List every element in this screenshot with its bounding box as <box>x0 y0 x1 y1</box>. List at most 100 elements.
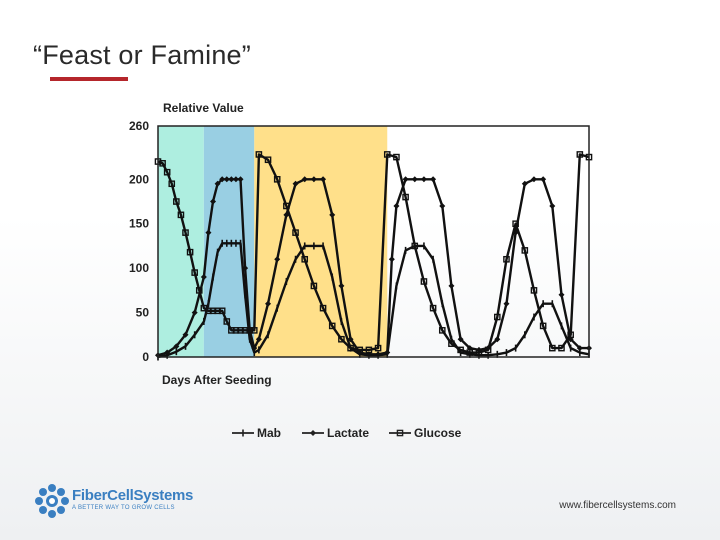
lactate-marker <box>214 180 221 187</box>
lactate-marker <box>558 291 565 298</box>
glucose-marker <box>475 349 483 356</box>
y-tick-label: 0 <box>142 350 149 364</box>
lactate-marker <box>274 256 281 263</box>
lactate-marker <box>338 282 345 289</box>
glucose-marker <box>503 255 510 263</box>
glucose-marker <box>365 346 373 354</box>
glucose-marker <box>530 287 538 294</box>
glucose-marker <box>186 248 194 256</box>
lactate-marker <box>200 274 207 281</box>
lactate-marker <box>219 176 226 183</box>
glucose-marker <box>393 153 400 161</box>
glucose-marker <box>319 304 327 312</box>
lactate-marker <box>228 176 235 183</box>
lactate-marker <box>310 430 316 436</box>
company-logo: FiberCellSystems A BETTER WAY TO GROW CE… <box>34 481 214 521</box>
glucose-marker <box>159 160 166 167</box>
plot-frame <box>157 125 590 358</box>
lactate-marker <box>265 300 272 307</box>
glucose-marker <box>576 151 584 158</box>
lactate-marker <box>393 202 400 209</box>
y-tick-label: 50 <box>136 306 150 320</box>
lactate-marker <box>347 336 354 343</box>
glucose-marker <box>411 242 419 250</box>
glucose-marker <box>255 151 263 158</box>
title-underline <box>50 77 128 81</box>
legend-item-glucose: Glucose <box>389 426 462 440</box>
glucose-marker <box>549 344 556 352</box>
glucose-marker <box>567 331 574 339</box>
legend: Mab Lactate Glucose <box>232 426 462 440</box>
glucose-marker <box>512 220 519 228</box>
glucose-marker <box>292 229 299 236</box>
lactate-marker <box>503 300 510 307</box>
lactate-marker <box>521 180 528 187</box>
glucose-marker <box>250 327 258 334</box>
glucose-marker <box>168 180 176 188</box>
glucose-marker <box>493 313 501 321</box>
lactate-marker <box>292 180 299 187</box>
glucose-marker <box>484 346 492 354</box>
y-tick-label: 150 <box>129 217 149 231</box>
glucose-marker <box>420 278 428 285</box>
lactate-marker <box>430 176 437 183</box>
lactate-marker <box>411 176 418 183</box>
lactate-marker <box>205 229 212 236</box>
lactate-marker <box>388 256 395 263</box>
lactate-marker <box>191 309 198 316</box>
lactate-marker <box>223 176 230 183</box>
glucose-marker <box>182 229 189 236</box>
glucose-marker <box>356 346 364 354</box>
lactate-marker <box>420 176 427 183</box>
glucose-marker <box>310 282 318 290</box>
glucose-marker <box>328 322 336 330</box>
lactate-marker <box>384 349 391 356</box>
lactate-marker <box>251 345 258 352</box>
y-axis-ticks: 0 50 100 150 200 260 <box>129 119 149 364</box>
glucose-marker <box>383 151 391 158</box>
glucose-marker <box>218 307 226 315</box>
lactate-marker <box>232 176 239 183</box>
lactate-marker <box>375 351 382 358</box>
legend-label-mab: Mab <box>257 426 281 440</box>
lactate-marker <box>301 176 308 183</box>
lactate-marker <box>237 176 244 183</box>
lactate-marker <box>329 211 336 218</box>
glucose-marker <box>438 327 446 334</box>
phase-bands <box>158 126 388 357</box>
glucose-marker <box>521 247 529 254</box>
phase-band-3 <box>254 126 388 357</box>
lactate-marker <box>576 345 583 352</box>
logo-name: FiberCellSystems <box>72 487 194 504</box>
lactate-marker <box>530 176 537 183</box>
y-tick-label: 260 <box>129 119 149 133</box>
glucose-marker <box>374 344 382 352</box>
glucose-marker <box>163 168 171 176</box>
logo-tagline: A BETTER WAY TO GROW CELLS <box>72 505 175 511</box>
glucose-line <box>157 153 590 354</box>
lactate-marker <box>164 349 171 356</box>
glucose-marker <box>338 335 345 343</box>
glucose-series <box>154 151 593 356</box>
legend-label-glucose: Glucose <box>414 426 462 440</box>
glucose-marker <box>448 340 455 347</box>
lactate-marker <box>242 265 249 272</box>
website-link[interactable]: www.fibercellsystems.com <box>559 500 676 511</box>
glucose-marker <box>347 344 354 352</box>
lactate-marker <box>255 336 262 343</box>
lactate-marker <box>173 343 180 350</box>
series-layer <box>154 151 593 361</box>
logo-icon <box>35 484 69 518</box>
lactate-marker <box>494 336 501 343</box>
glucose-marker <box>177 211 185 219</box>
lactate-marker <box>210 198 217 205</box>
lactate-marker <box>182 331 189 338</box>
lactate-marker <box>320 176 327 183</box>
glucose-marker <box>264 156 272 164</box>
lactate-marker <box>457 336 464 343</box>
lactate-marker <box>540 176 547 183</box>
glucose-marker <box>457 346 464 354</box>
y-tick-label: 200 <box>129 172 149 186</box>
glucose-marker <box>396 429 404 437</box>
